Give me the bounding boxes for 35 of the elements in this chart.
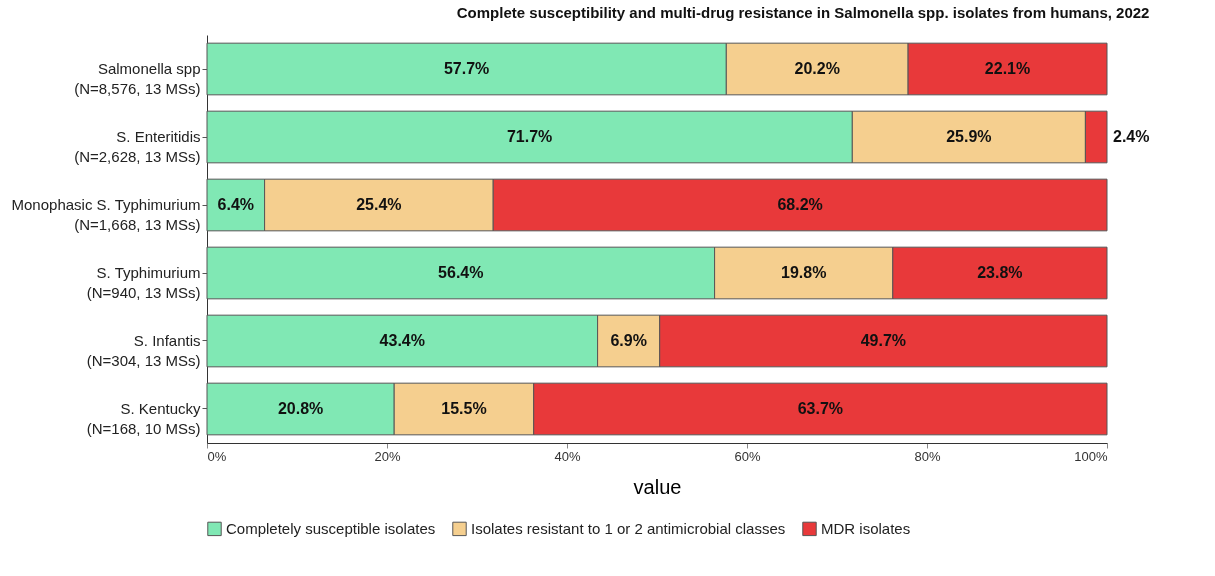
legend-label: MDR isolates: [821, 519, 911, 537]
y-tick-label: Salmonella spp (N=8,576, 13 MSs): [74, 60, 201, 97]
data-label: 20.2%: [794, 60, 840, 77]
data-label: 22.1%: [984, 60, 1031, 77]
data-label: 6.9%: [610, 332, 647, 349]
x-tick-label: 0%: [207, 448, 227, 464]
data-label: 6.4%: [217, 196, 255, 213]
data-label: 23.8%: [977, 264, 1023, 281]
data-label: 15.5%: [441, 400, 487, 417]
data-label: 25.9%: [946, 128, 992, 145]
data-label: 71.7%: [506, 128, 553, 145]
y-tick-label: S. Infantis (N=304, 13 MSs): [86, 332, 201, 369]
chart-title: Complete susceptibility and multi-drug resistance in Salmonella spp. isolates from humans, 2022: [456, 4, 1150, 21]
data-label: 25.4%: [356, 196, 402, 213]
y-tick-label: S. Enteritidis (N=2,628, 13 MSs): [74, 128, 201, 165]
legend-label: Isolates resistant to 1 or 2 antimicrobial classes: [471, 519, 786, 537]
y-tick-label: S. Kentucky (N=168, 10 MSs): [86, 400, 201, 437]
legend-label: Completely susceptible isolates: [226, 519, 436, 537]
x-tick-label: 80%: [914, 448, 941, 464]
y-tick-label: S. Typhimurium (N=940, 13 MSs): [86, 264, 201, 301]
y-tick-label: Monophasic S. Typhimurium (N=1,668, 13 MSs): [11, 196, 201, 233]
x-tick-label: 100%: [1074, 448, 1108, 464]
data-label: 63.7%: [797, 400, 844, 417]
data-label: 20.8%: [277, 400, 324, 417]
data-label: 56.4%: [438, 264, 484, 281]
data-label: 43.4%: [379, 332, 425, 349]
x-tick-label: 40%: [554, 448, 581, 464]
data-label: 57.7%: [443, 60, 490, 77]
x-tick-label: 60%: [734, 448, 761, 464]
data-label: 49.7%: [860, 332, 907, 349]
x-tick-label: 20%: [374, 448, 401, 464]
data-label: 2.4%: [1113, 128, 1150, 145]
x-axis-title: value: [633, 475, 682, 498]
data-label: 68.2%: [777, 196, 823, 213]
data-label: 19.8%: [781, 264, 827, 281]
